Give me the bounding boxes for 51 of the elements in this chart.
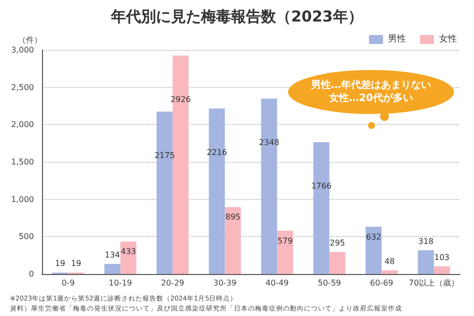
data-label: 19 xyxy=(55,259,66,268)
chart-title: 年代別に見た梅毒報告数（2023年） xyxy=(110,8,363,26)
x-tick-label: 40-49 xyxy=(266,278,289,288)
bar xyxy=(277,230,294,274)
y-tick-label: 1,000 xyxy=(11,194,34,204)
y-tick-label: 2,500 xyxy=(11,82,34,92)
bar xyxy=(313,142,330,274)
x-tick-label: 30-39 xyxy=(213,278,236,288)
bar xyxy=(366,226,382,274)
annotation: 女性…20代が多い xyxy=(329,92,413,105)
y-tick-label: 3,000 xyxy=(11,46,34,54)
x-tick-label: 10-19 xyxy=(108,278,132,288)
data-label: 103 xyxy=(434,252,450,262)
y-tick-label: 2,000 xyxy=(11,120,34,130)
y-tick-label: 500 xyxy=(18,232,34,242)
bar xyxy=(104,264,120,274)
y-axis-title: （件） xyxy=(18,36,42,44)
bar xyxy=(208,108,225,274)
data-label: 1766 xyxy=(311,182,332,191)
bar xyxy=(329,252,346,274)
x-tick-label: 50-59 xyxy=(318,278,341,288)
bar xyxy=(434,266,450,274)
x-tick-label: 60-69 xyxy=(370,278,394,288)
bar xyxy=(261,98,278,274)
data-label: 2348 xyxy=(258,138,280,148)
data-label: 19 xyxy=(71,259,82,268)
data-label: 48 xyxy=(384,256,395,266)
legend-label: 男性 xyxy=(388,34,406,44)
data-label: 895 xyxy=(225,212,241,222)
bar xyxy=(120,242,136,274)
data-label: 433 xyxy=(120,247,136,256)
data-label: 632 xyxy=(366,232,382,242)
data-label: 2175 xyxy=(154,151,175,160)
y-tick-label: 1,500 xyxy=(11,158,34,166)
data-label: 2926 xyxy=(170,95,191,104)
legend-label: 女性 xyxy=(439,34,457,44)
data-label: 295 xyxy=(330,238,346,248)
bar xyxy=(156,112,173,274)
annotation: 男性…年代差はあまりない xyxy=(311,79,431,92)
bar xyxy=(382,270,398,274)
bar xyxy=(418,250,434,274)
data-label: 579 xyxy=(277,236,293,246)
bar xyxy=(172,56,189,274)
data-label: 134 xyxy=(104,250,120,260)
x-tick-label: 70以上（歳） xyxy=(408,278,459,288)
data-label: 318 xyxy=(418,236,434,246)
data-label: 2216 xyxy=(206,148,228,158)
x-tick-label: 20-29 xyxy=(161,278,184,288)
bar xyxy=(224,207,241,274)
x-tick-label: 0-9 xyxy=(62,278,75,288)
y-tick-label: 0 xyxy=(28,270,34,278)
